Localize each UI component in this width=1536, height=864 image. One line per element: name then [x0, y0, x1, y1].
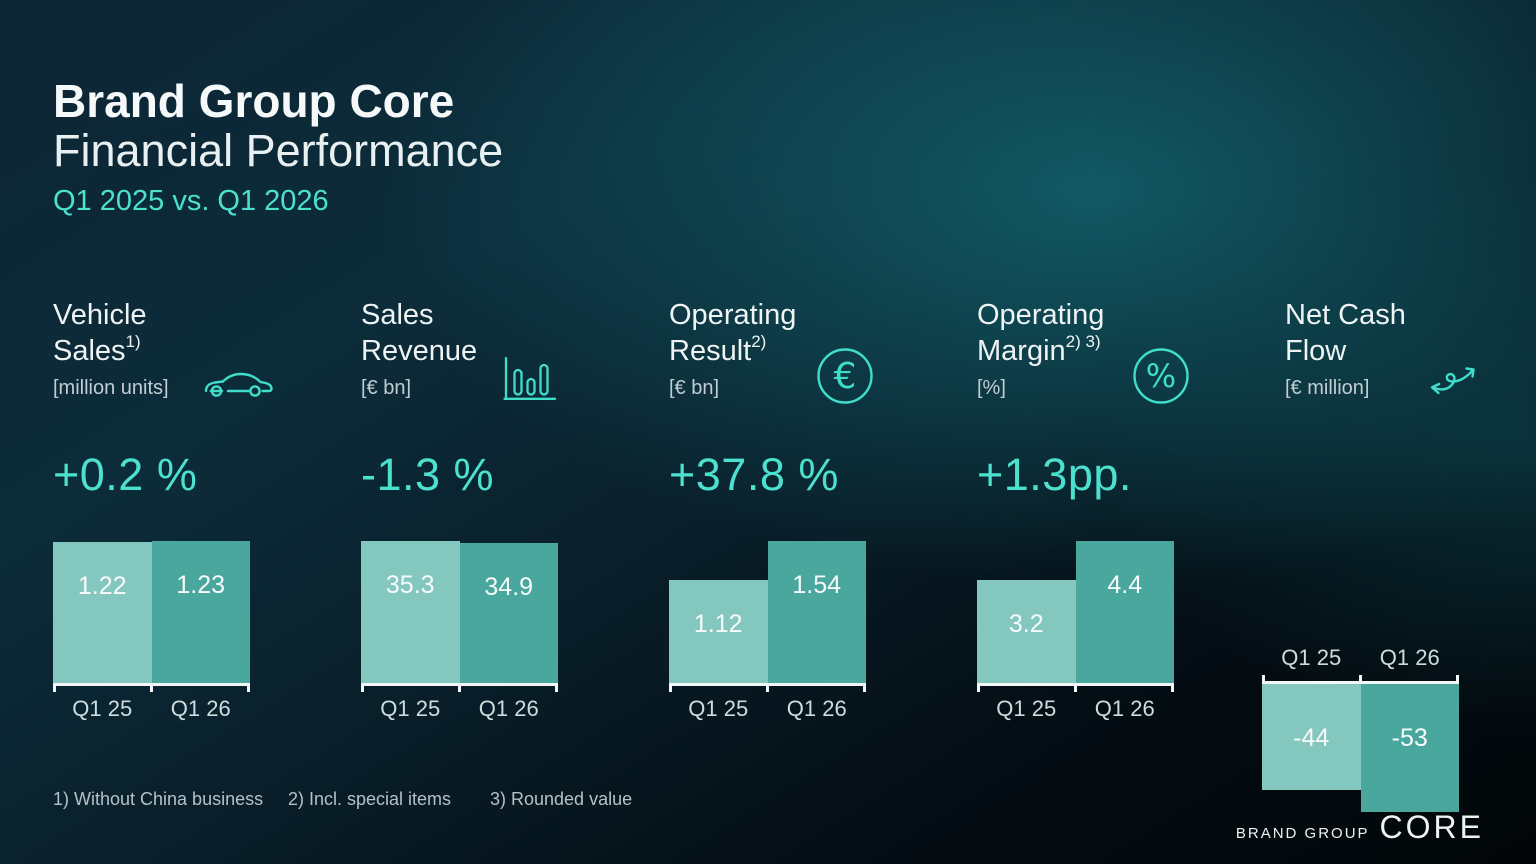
slide-subtitle: Financial Performance — [53, 125, 504, 176]
kpi-header: Operating Margin2) 3) [%] % — [977, 297, 1189, 405]
slide-title: Brand Group Core — [53, 75, 455, 127]
category-label: Q1 25 — [1281, 645, 1342, 670]
category-label: Q1 26 — [1379, 645, 1440, 670]
axis-baseline — [977, 683, 1174, 692]
footnote-ref: 1) — [125, 332, 141, 352]
kpi-header: Sales Revenue [€ bn] — [361, 297, 558, 405]
kpi-column-vehicle-sales: Vehicle Sales1) [million units] +0.2 % 1.… — [53, 297, 273, 721]
logo-brand-text: BRAND GROUP — [1235, 825, 1370, 842]
slide-period: Q1 2025 vs. Q1 2026 — [53, 185, 329, 217]
axis-baseline — [361, 683, 558, 692]
kpi-change: -1.3 % — [361, 449, 495, 500]
axis-baseline — [669, 683, 866, 692]
axis-baseline — [1262, 675, 1459, 684]
bar-q1-25: -44 — [1262, 684, 1361, 790]
kpi-title: Operating Result2) — [669, 299, 797, 367]
category-label: Q1 25 — [688, 696, 749, 721]
kpi-unit: [%] — [977, 377, 1006, 399]
percent-icon: % — [1132, 347, 1190, 405]
bar-value: -44 — [1293, 724, 1330, 752]
mini-bar-chart: 3.2 4.4 Q1 25 Q1 26 — [977, 538, 1174, 722]
kpi-header: Vehicle Sales1) [million units] — [53, 297, 273, 405]
category-label: Q1 26 — [170, 696, 231, 721]
bar-chart-icon — [502, 353, 558, 403]
bar-value: -53 — [1391, 724, 1428, 752]
bar-q1-25: 1.12 — [669, 580, 768, 683]
kpi-title: Vehicle Sales1) — [53, 299, 147, 367]
bar-q1-26: -53 — [1360, 684, 1459, 812]
kpi-column-sales-revenue: Sales Revenue [€ bn] -1.3 % 35.3 34.9 Q1 … — [361, 297, 558, 721]
bar-value: 1.12 — [693, 610, 743, 638]
kpi-column-operating-result: Operating Result2) [€ bn] € +37.8 % 1.12 … — [669, 297, 873, 721]
brand-logo: BRAND GROUP CORE — [1236, 809, 1484, 846]
kpi-column-net-cash-flow: Net Cash Flow [€ million] Q1 25 Q1 26 -44 … — [1262, 297, 1475, 812]
mini-bar-chart: 35.3 34.9 Q1 25 Q1 26 — [361, 538, 558, 722]
car-icon — [202, 369, 274, 399]
kpi-change: +37.8 % — [669, 449, 839, 500]
bar-q1-25: 35.3 — [361, 541, 460, 683]
bar-value: 1.22 — [77, 572, 127, 600]
mini-bar-chart: 1.22 1.23 Q1 25 Q1 26 — [53, 538, 250, 722]
kpi-column-operating-margin: Operating Margin2) 3) [%] % +1.3pp. 3.2 4… — [977, 297, 1189, 721]
footnote-2: 2) Incl. special items — [288, 789, 452, 809]
bar-q1-26: 1.54 — [767, 541, 866, 683]
kpi-title: Net Cash Flow — [1285, 299, 1406, 367]
footnote-1: 1) Without China business — [53, 789, 264, 809]
logo-core-text: CORE — [1379, 809, 1484, 845]
bar-value: 3.2 — [1008, 610, 1044, 638]
category-label: Q1 25 — [996, 696, 1057, 721]
svg-text:%: % — [1146, 357, 1176, 395]
kpi-header: Net Cash Flow [€ million] — [1262, 297, 1475, 405]
bar-value: 4.4 — [1107, 571, 1143, 599]
bar-q1-25: 3.2 — [977, 580, 1076, 683]
footnote-ref: 2) — [751, 332, 767, 352]
bar-value: 1.23 — [176, 571, 226, 599]
euro-icon: € — [816, 347, 874, 405]
mini-bar-chart: 1.12 1.54 Q1 25 Q1 26 — [669, 538, 866, 722]
kpi-title: Operating Margin2) 3) — [977, 299, 1105, 367]
footnote-3: 3) Rounded value — [490, 789, 633, 809]
category-label: Q1 25 — [380, 696, 441, 721]
kpi-unit: [€ bn] — [361, 377, 412, 399]
title-block: Brand Group Core Financial Performance Q… — [53, 76, 503, 218]
bar-q1-26: 34.9 — [459, 543, 558, 683]
bar-value: 34.9 — [484, 573, 534, 601]
bar-value: 35.3 — [385, 571, 435, 599]
footnote-ref: 2) 3) — [1065, 332, 1101, 352]
category-label: Q1 26 — [478, 696, 539, 721]
bar-q1-26: 4.4 — [1075, 541, 1174, 683]
category-label: Q1 26 — [1094, 696, 1155, 721]
kpi-change: +0.2 % — [53, 449, 198, 500]
kpi-unit: [€ million] — [1285, 377, 1370, 399]
kpi-unit: [€ bn] — [669, 377, 720, 399]
bar-value: 1.54 — [792, 571, 842, 599]
axis-baseline — [53, 683, 250, 692]
kpi-header: Operating Result2) [€ bn] € — [669, 297, 873, 405]
cash-flow-icon — [1423, 359, 1481, 397]
mini-bar-chart: Q1 25 Q1 26 -44 -53 — [1262, 645, 1459, 814]
kpi-unit: [million units] — [53, 377, 169, 399]
bar-q1-25: 1.22 — [53, 542, 152, 683]
kpi-title: Sales Revenue — [361, 299, 478, 367]
category-label: Q1 25 — [72, 696, 133, 721]
kpi-change: +1.3pp. — [977, 449, 1132, 500]
category-label: Q1 26 — [786, 696, 847, 721]
bar-q1-26: 1.23 — [151, 541, 250, 683]
svg-text:€: € — [834, 356, 857, 397]
